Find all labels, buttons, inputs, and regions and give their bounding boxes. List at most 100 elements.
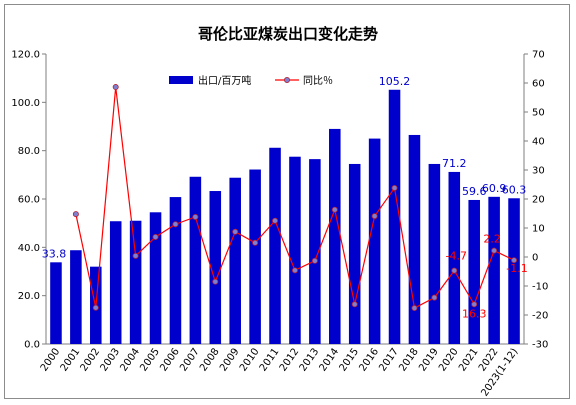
bar xyxy=(508,198,520,344)
bar-data-label: 59.6 xyxy=(462,185,487,198)
x-tick-label: 2009 xyxy=(218,346,242,373)
line-point xyxy=(411,305,418,312)
bar xyxy=(169,197,182,344)
line-point xyxy=(451,267,458,274)
y-right-tick-label: 60 xyxy=(532,79,545,90)
line-point xyxy=(371,213,378,220)
x-tick-label: 2013 xyxy=(298,346,322,373)
bar-data-label: 33.8 xyxy=(42,247,67,260)
x-tick-label: 2001 xyxy=(59,346,83,373)
bar xyxy=(289,156,301,344)
chart-title: 哥伦比亚煤炭出口变化走势 xyxy=(198,25,378,43)
legend-line-marker xyxy=(283,77,290,84)
x-tick-label: 2002 xyxy=(79,346,103,373)
line-point xyxy=(72,211,79,218)
legend: 出口/百万吨 同比％ xyxy=(169,74,333,87)
bar xyxy=(129,220,142,344)
y-right-tick-label: 40 xyxy=(532,137,545,148)
y-right-tick-label: 20 xyxy=(532,195,545,206)
x-tick-label: 2012 xyxy=(278,346,302,373)
line-point xyxy=(331,206,338,213)
x-tick-label: 2020 xyxy=(437,346,461,373)
y-left-tick-label: 40.0 xyxy=(18,243,40,254)
y-right-tick-label: -10 xyxy=(532,282,548,293)
data-labels: 33.8 105.2 71.2 59.660.960.3 -4.7 16.3 2.2 -1.1 xyxy=(42,75,528,321)
bar xyxy=(329,128,341,344)
x-tick-label: 2011 xyxy=(258,346,282,373)
bar xyxy=(70,250,82,344)
x-tick-label: 2018 xyxy=(397,346,421,373)
bar xyxy=(229,177,241,344)
bar xyxy=(348,163,361,344)
y-left-tick-label: 100.0 xyxy=(11,98,40,109)
line-point xyxy=(132,252,139,259)
bar xyxy=(249,169,261,344)
y-right-tick-label: 30 xyxy=(532,166,545,177)
bar xyxy=(309,159,321,344)
x-tick-label: 2004 xyxy=(118,346,142,373)
line-data-label: 2.2 xyxy=(483,233,501,246)
x-tick-label: 2017 xyxy=(377,346,401,373)
bar xyxy=(50,262,62,344)
x-tick-label: 2016 xyxy=(357,346,381,373)
x-tick-label: 2003 xyxy=(99,346,123,373)
line-data-label: 16.3 xyxy=(462,307,487,320)
bar xyxy=(269,147,281,344)
y-left-tick-label: 80.0 xyxy=(18,146,40,157)
line-point xyxy=(511,257,518,264)
y-right-tick-label: 0 xyxy=(532,253,538,264)
bar xyxy=(388,89,401,345)
bar-data-label: 60.9 xyxy=(482,182,507,195)
line-point xyxy=(471,301,478,308)
bar xyxy=(189,176,202,344)
bar-data-label: 60.3 xyxy=(502,183,527,196)
bar xyxy=(428,163,441,344)
line-point xyxy=(192,213,199,220)
y-left-tick-label: 60.0 xyxy=(18,195,40,206)
x-tick-label: 2007 xyxy=(178,346,202,373)
chart-svg: 哥伦比亚煤炭出口变化走势 出口/百万吨 同比％ 0.0 20.0 40.0 60.0 8… xyxy=(11,25,548,399)
line-series xyxy=(72,84,518,312)
x-tick-label: 2008 xyxy=(198,346,222,373)
x-tick-label: 2006 xyxy=(158,346,182,373)
y-right-tick-label: 70 xyxy=(532,50,545,61)
bar-data-label: 71.2 xyxy=(442,157,467,170)
line-point xyxy=(152,233,159,240)
x-tick-label: 2014 xyxy=(318,346,342,373)
chart-frame: 哥伦比亚煤炭出口变化走势 出口/百万吨 同比％ 0.0 20.0 40.0 60.0 8… xyxy=(4,4,570,399)
line-point xyxy=(391,184,398,191)
line-point xyxy=(431,294,438,301)
line-point xyxy=(232,228,239,235)
bar xyxy=(448,171,461,344)
line-data-label: -4.7 xyxy=(446,250,467,263)
line-point xyxy=(491,247,498,254)
y-left-tick-label: 0.0 xyxy=(24,340,40,351)
line-point xyxy=(112,84,119,91)
y-right-tick-label: -30 xyxy=(532,340,548,351)
line-data-label: -1.1 xyxy=(506,262,527,275)
x-tick-label: 2019 xyxy=(417,346,441,373)
x-tick-label: 2021 xyxy=(457,346,481,373)
x-tick-label: 2015 xyxy=(338,346,362,373)
line-point xyxy=(291,267,298,274)
bar xyxy=(149,212,162,344)
x-tick-label: 2000 xyxy=(39,346,63,373)
bar xyxy=(209,191,222,344)
legend-bar-label: 出口/百万吨 xyxy=(198,74,251,87)
legend-bar-swatch xyxy=(169,76,193,84)
bar xyxy=(468,199,480,344)
y-left-tick-label: 120.0 xyxy=(11,50,40,61)
y-right-tick-label: -20 xyxy=(532,311,548,322)
bar-data-label: 105.2 xyxy=(379,75,411,88)
x-tick-label: 2010 xyxy=(238,346,262,373)
y-left-tick-label: 20.0 xyxy=(18,291,40,302)
bar xyxy=(109,221,122,344)
y-right-tick-label: 10 xyxy=(532,224,545,235)
line-point xyxy=(272,217,279,224)
x-tick-label: 2005 xyxy=(138,346,162,373)
line-point xyxy=(252,239,259,246)
bar xyxy=(488,196,500,344)
line-point xyxy=(92,304,99,311)
bar xyxy=(368,138,381,344)
bar xyxy=(408,134,421,344)
